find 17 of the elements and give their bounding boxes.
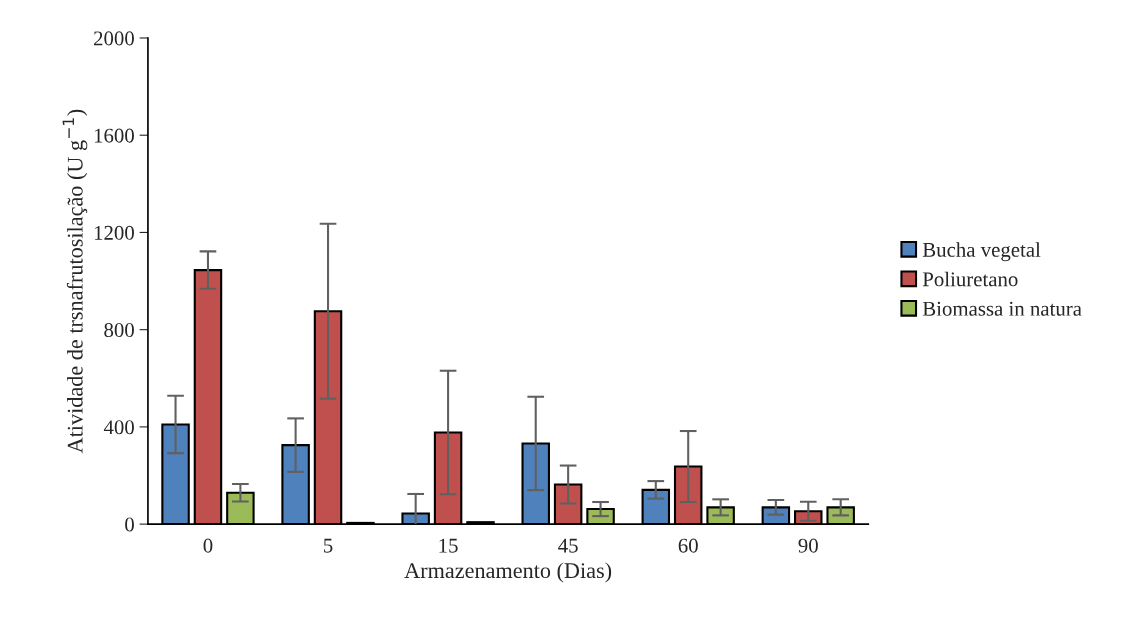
y-tick-label: 1600 <box>94 128 134 143</box>
x-tick-label: 45 <box>558 538 578 553</box>
x-tick-label: 60 <box>678 538 698 553</box>
y-tick-label: 2000 <box>93 31 134 46</box>
y-tick-label: 400 <box>103 420 134 435</box>
legend-label: Biomassa in natura <box>922 301 1082 316</box>
x-tick-label: 0 <box>203 538 213 553</box>
y-tick-label: 800 <box>104 323 134 338</box>
y-axis-title: Atividade de trsnafrutosilação (U g$^{−1}$) <box>62 109 88 454</box>
x-axis-title: Armazenamento (Dias) <box>404 562 612 583</box>
x-tick-label: 5 <box>324 538 333 553</box>
y-tick-label: 0 <box>125 517 134 532</box>
legend-label: Poliuretano <box>922 271 1018 287</box>
legend-label: Bucha vegetal <box>922 242 1041 262</box>
x-tick-label: 15 <box>439 538 458 553</box>
y-tick-label: 1200 <box>94 225 134 240</box>
x-tick-label: 90 <box>798 538 818 553</box>
